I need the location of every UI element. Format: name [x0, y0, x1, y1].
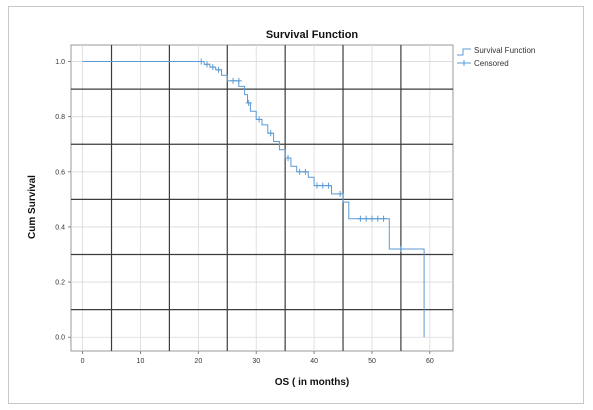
censored-marker: [209, 64, 216, 71]
censored-marker: [357, 215, 364, 222]
legend-label-censored: Censored: [474, 59, 509, 68]
chart-frame: Survival Function OS ( in months) Cum Su…: [8, 6, 584, 404]
censored-marker: [337, 190, 344, 197]
censored-marker: [285, 155, 292, 162]
censored-marker: [374, 215, 381, 222]
x-tick-label: 10: [137, 358, 145, 365]
y-tick-label: 0.8: [55, 114, 65, 121]
censored-marker: [267, 130, 274, 137]
censored-marker: [256, 116, 263, 123]
censored-marker: [380, 215, 387, 222]
censored-marker: [296, 168, 303, 175]
censored-marker: [397, 246, 404, 252]
legend-swatch-survival-function: [457, 48, 471, 56]
censored-marker: [368, 215, 375, 222]
x-tick-label: 20: [194, 358, 202, 365]
x-axis-label: OS ( in months): [275, 377, 349, 388]
x-tick-label: 60: [426, 358, 434, 365]
series-layer: [82, 58, 425, 338]
censored-marker: [198, 58, 205, 65]
x-tick-label: 50: [368, 358, 376, 365]
censored-marker: [215, 66, 222, 73]
x-tick-label: 40: [310, 358, 318, 365]
chart-title: Survival Function: [266, 29, 359, 41]
censored-marker: [235, 77, 242, 84]
censored-marker: [363, 215, 370, 222]
y-tick-label: 0.6: [55, 169, 65, 176]
y-tick-label: 0.2: [55, 280, 65, 287]
survival-chart: Survival Function OS ( in months) Cum Su…: [27, 29, 535, 388]
y-tick-label: 0.4: [55, 224, 65, 231]
censored-marker: [230, 77, 237, 84]
y-tick-label: 1.0: [55, 59, 65, 66]
censored-marker: [204, 61, 211, 68]
censored-marker: [302, 168, 309, 175]
censored-marker: [325, 182, 332, 189]
censored-marker: [313, 182, 320, 189]
plot-border: [70, 44, 454, 352]
y-tick-label: 0.0: [55, 335, 65, 342]
axis-layer: 0 10 20 30 40 50 60 0.0 0.2 0.4 0.6 0.8 1.0: [55, 59, 434, 365]
x-tick-label: 30: [252, 358, 260, 365]
y-axis-label: Cum Survival: [27, 175, 38, 239]
x-tick-label: 0: [81, 358, 85, 365]
legend: Survival Function Censored: [457, 46, 535, 68]
legend-label-survival-function: Survival Function: [474, 46, 535, 55]
censored-marker: [319, 182, 326, 189]
grid-layer: [70, 44, 454, 352]
censored-marker: [245, 99, 252, 106]
